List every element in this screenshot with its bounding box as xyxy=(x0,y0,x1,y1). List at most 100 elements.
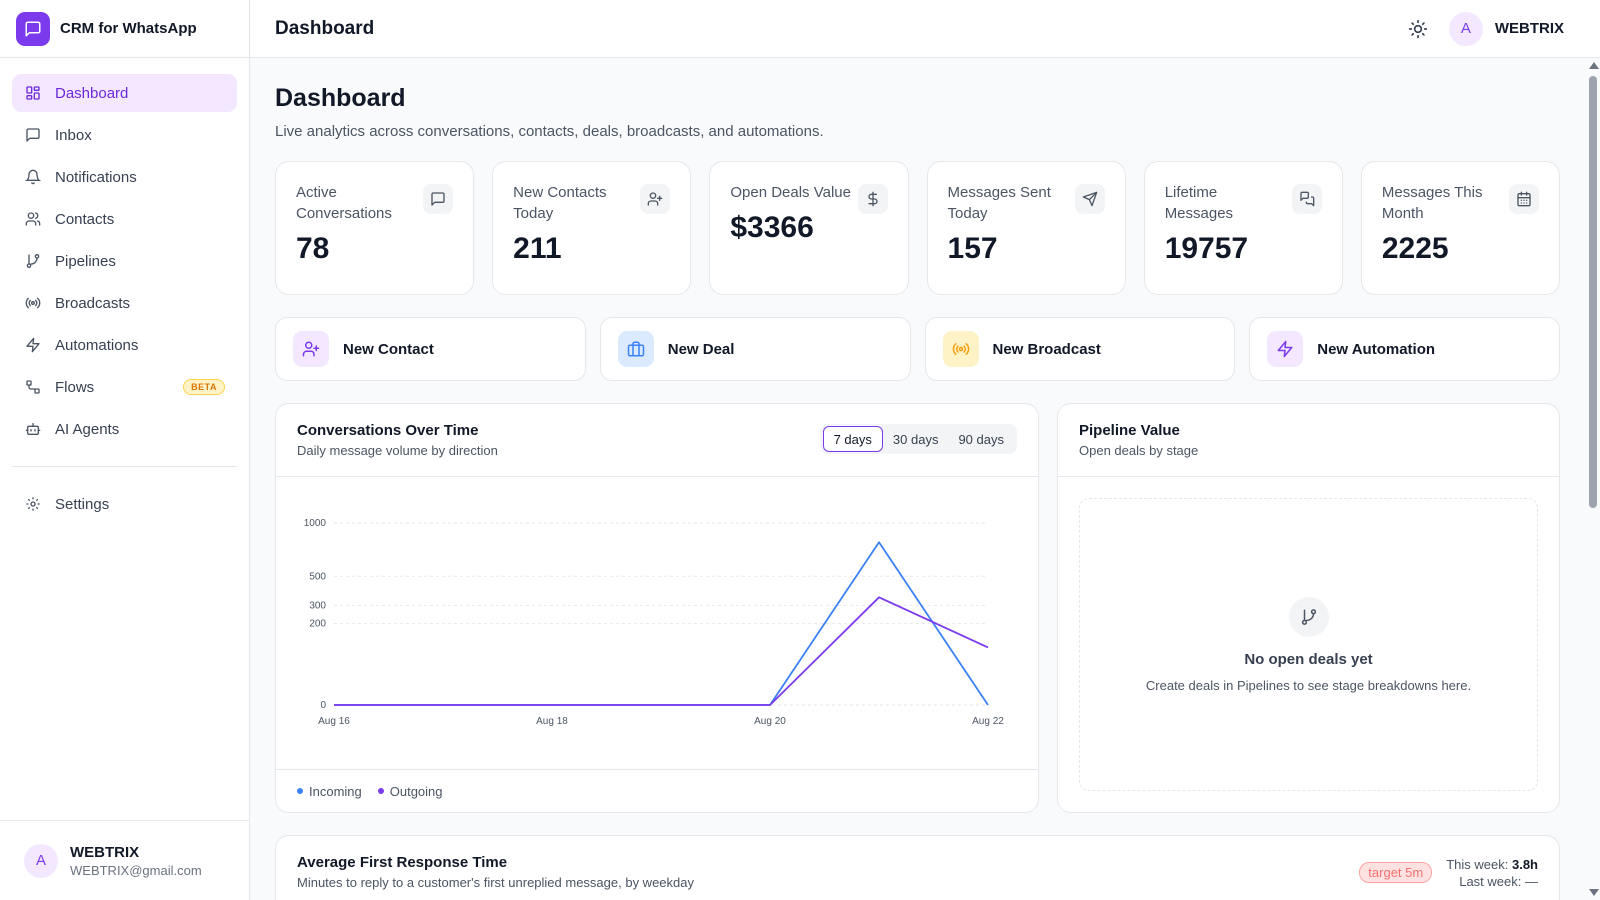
panel-subtitle: Minutes to reply to a customer's first u… xyxy=(297,875,694,890)
sidebar-item-label: Pipelines xyxy=(55,252,116,270)
sidebar-user[interactable]: A WEBTRIX WEBTRIX@gmail.com xyxy=(0,820,249,900)
series-line-outgoing[interactable] xyxy=(334,596,989,706)
sidebar: CRM for WhatsApp Dashboard Inbox Notific… xyxy=(0,0,250,900)
main-content: Dashboard Live analytics across conversa… xyxy=(250,58,1586,900)
beta-badge: BETA xyxy=(183,379,225,395)
pipeline-empty-state: No open deals yet Create deals in Pipeli… xyxy=(1079,498,1538,791)
stat-card-new-contacts: New Contacts Today 211 xyxy=(492,161,692,295)
bot-icon xyxy=(25,421,41,437)
week-stats: This week: 3.8h Last week: — xyxy=(1446,856,1538,890)
message-square-icon xyxy=(423,184,454,214)
stat-label: New Contacts Today xyxy=(513,184,607,222)
legend-item-incoming[interactable]: Incoming xyxy=(297,784,362,799)
stat-value: 19757 xyxy=(1164,232,1249,265)
sidebar-item-label: Settings xyxy=(55,495,110,513)
last-week-value: — xyxy=(1525,874,1538,889)
x-tick-label: Aug 18 xyxy=(536,716,568,727)
y-tick-label: 200 xyxy=(309,619,326,630)
stats-row: Active Conversations 78 New Contacts Tod… xyxy=(275,161,1561,295)
stat-label: Lifetime Messages xyxy=(1164,184,1234,222)
user-plus-icon xyxy=(640,184,671,214)
inbox-icon xyxy=(25,127,41,143)
panel-title: Pipeline Value xyxy=(1079,422,1180,439)
header-user-name[interactable]: WEBTRIX xyxy=(1494,20,1564,37)
sidebar-item-broadcasts[interactable]: Broadcasts xyxy=(12,284,237,322)
gear-icon xyxy=(25,496,41,512)
sidebar-item-pipelines[interactable]: Pipelines xyxy=(12,242,237,280)
page-scrollbar[interactable] xyxy=(1586,58,1600,900)
conversations-chart: 0 200 300 500 1000 Aug 16 Aug 18 Aug 20 Aug 22 xyxy=(276,477,1038,770)
header-avatar[interactable]: A xyxy=(1448,11,1483,46)
panel-subtitle: Open deals by stage xyxy=(1079,443,1199,458)
stat-value: 2225 xyxy=(1381,232,1449,265)
panel-title: Conversations Over Time xyxy=(297,422,479,439)
theme-toggle-button[interactable] xyxy=(1401,12,1435,46)
target-badge: target 5m xyxy=(1359,862,1433,883)
last-week-label: Last week: xyxy=(1459,874,1522,889)
user-email: WEBTRIX@gmail.com xyxy=(70,862,202,878)
conversations-chart-svg: 0 200 300 500 1000 Aug 16 Aug 18 Aug 20 Aug 22 xyxy=(304,518,1005,727)
sidebar-item-notifications[interactable]: Notifications xyxy=(12,158,237,196)
stat-value: $3366 xyxy=(730,211,814,244)
panel-title: Average First Response Time xyxy=(297,854,508,871)
legend-label: Incoming xyxy=(309,783,362,799)
new-broadcast-button[interactable]: New Broadcast xyxy=(924,317,1236,381)
sidebar-item-inbox[interactable]: Inbox xyxy=(12,116,237,154)
scroll-down-arrow-icon[interactable] xyxy=(1589,889,1599,896)
conversations-panel: Conversations Over Time Daily message vo… xyxy=(275,403,1039,813)
stat-value: 211 xyxy=(513,232,562,265)
sidebar-item-flows[interactable]: Flows BETA xyxy=(12,368,237,406)
scroll-thumb[interactable] xyxy=(1589,76,1597,508)
sidebar-item-label: Contacts xyxy=(55,210,115,228)
calendar-icon xyxy=(1509,184,1540,214)
brand-name: CRM for WhatsApp xyxy=(60,20,197,37)
panel-subtitle: Daily message volume by direction xyxy=(297,443,498,458)
range-90-days-button[interactable]: 90 days xyxy=(958,431,1004,447)
avatar: A xyxy=(24,843,58,878)
new-automation-button[interactable]: New Automation xyxy=(1249,317,1560,381)
empty-subtitle: Create deals in Pipelines to see stage b… xyxy=(1145,677,1472,693)
sidebar-item-settings[interactable]: Settings xyxy=(12,485,237,523)
stat-card-messages-this-month: Messages This Month 2225 xyxy=(1360,161,1561,295)
x-tick-label: Aug 16 xyxy=(318,716,350,727)
range-7-days-button[interactable]: 7 days xyxy=(822,426,883,452)
stat-value: 157 xyxy=(947,232,998,265)
y-tick-label: 500 xyxy=(309,571,326,582)
quick-actions: New Contact New Deal New Broadcast New A… xyxy=(275,317,1560,381)
panels-row: Conversations Over Time Daily message vo… xyxy=(275,403,1560,813)
header-title: Dashboard xyxy=(275,17,375,39)
brand[interactable]: CRM for WhatsApp xyxy=(0,0,249,58)
y-tick-label: 300 xyxy=(309,600,326,611)
sidebar-item-dashboard[interactable]: Dashboard xyxy=(12,74,237,112)
action-label: New Broadcast xyxy=(992,340,1101,358)
legend-item-outgoing[interactable]: Outgoing xyxy=(377,784,443,799)
stat-label: Messages This Month xyxy=(1381,184,1483,222)
stat-card-open-deals-value: Open Deals Value $3366 xyxy=(709,161,909,295)
sidebar-item-automations[interactable]: Automations xyxy=(12,326,237,364)
users-icon xyxy=(25,211,41,227)
sidebar-item-label: Automations xyxy=(55,336,139,354)
stat-label: Messages Sent Today xyxy=(947,184,1051,222)
brand-logo-icon xyxy=(16,11,50,46)
range-30-days-button[interactable]: 30 days xyxy=(892,431,939,447)
bell-icon xyxy=(25,169,41,185)
this-week-label: This week: xyxy=(1446,857,1509,872)
user-name: WEBTRIX xyxy=(70,843,140,861)
sidebar-item-label: Dashboard xyxy=(55,84,129,102)
action-label: New Contact xyxy=(343,340,434,358)
sidebar-divider xyxy=(12,466,237,467)
broadcast-icon xyxy=(25,295,41,311)
broadcast-icon xyxy=(942,331,979,367)
scroll-up-arrow-icon[interactable] xyxy=(1589,62,1599,69)
zap-icon xyxy=(25,337,41,353)
new-deal-button[interactable]: New Deal xyxy=(599,317,911,381)
x-tick-label: Aug 22 xyxy=(972,716,1004,727)
sidebar-item-contacts[interactable]: Contacts xyxy=(12,200,237,238)
chart-legend: Incoming Outgoing xyxy=(276,769,1038,812)
action-label: New Deal xyxy=(667,340,735,358)
new-contact-button[interactable]: New Contact xyxy=(275,317,586,381)
pipeline-panel: Pipeline Value Open deals by stage No op… xyxy=(1057,403,1560,813)
sidebar-item-ai-agents[interactable]: AI Agents xyxy=(12,410,237,448)
git-branch-icon xyxy=(1288,596,1329,637)
flow-icon xyxy=(25,379,41,395)
